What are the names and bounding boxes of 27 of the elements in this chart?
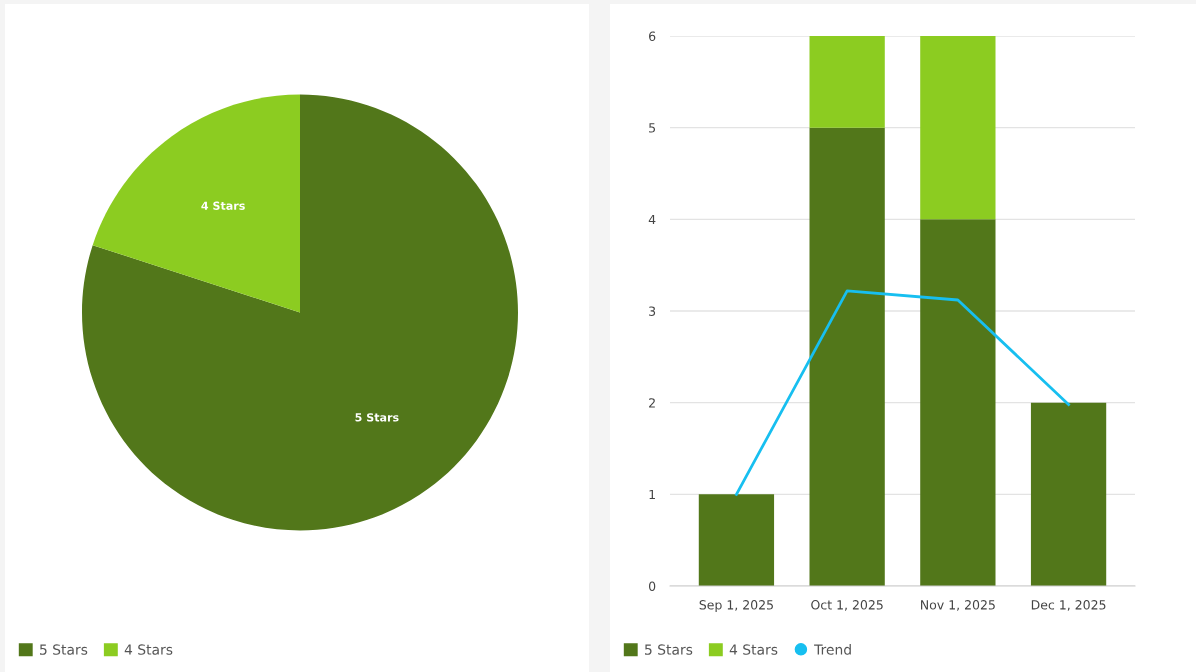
- y-tick-label: 1: [649, 489, 655, 500]
- bar: [1030, 402, 1107, 586]
- bar: [920, 36, 996, 220]
- slice-label: 5 Stars: [355, 413, 399, 422]
- y-tick-label: 3: [649, 306, 656, 316]
- legend-label: Trend: [814, 644, 851, 655]
- pie-slice: [92, 94, 300, 313]
- y-tick-label: 2: [649, 398, 655, 408]
- x-tick-label: Nov 1, 2025: [921, 600, 995, 611]
- x-tick-label: Oct 1, 2025: [811, 600, 883, 611]
- x-tick-label: Sep 1, 2025: [699, 600, 773, 612]
- x-tick-label: Dec 1, 2025: [1031, 600, 1106, 611]
- bar: [809, 127, 885, 586]
- legend-label: 5 Stars: [40, 644, 88, 655]
- bar: [809, 36, 885, 128]
- pie-slice: [82, 94, 518, 531]
- bar: [698, 494, 775, 586]
- legend-label: 4 Stars: [124, 644, 173, 655]
- y-tick-label: 5: [649, 123, 656, 133]
- y-tick-label: 4: [648, 214, 656, 225]
- slice-label: 4 Stars: [201, 201, 245, 210]
- legend-label: 4 Stars: [729, 644, 778, 655]
- legend-label: 5 Stars: [645, 644, 693, 655]
- y-tick-label: 0: [648, 581, 656, 591]
- y-tick-label: 6: [649, 31, 656, 41]
- bar: [920, 219, 996, 586]
- line-series: [735, 289, 1070, 496]
